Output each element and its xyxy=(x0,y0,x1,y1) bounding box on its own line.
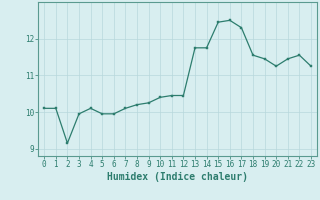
X-axis label: Humidex (Indice chaleur): Humidex (Indice chaleur) xyxy=(107,172,248,182)
